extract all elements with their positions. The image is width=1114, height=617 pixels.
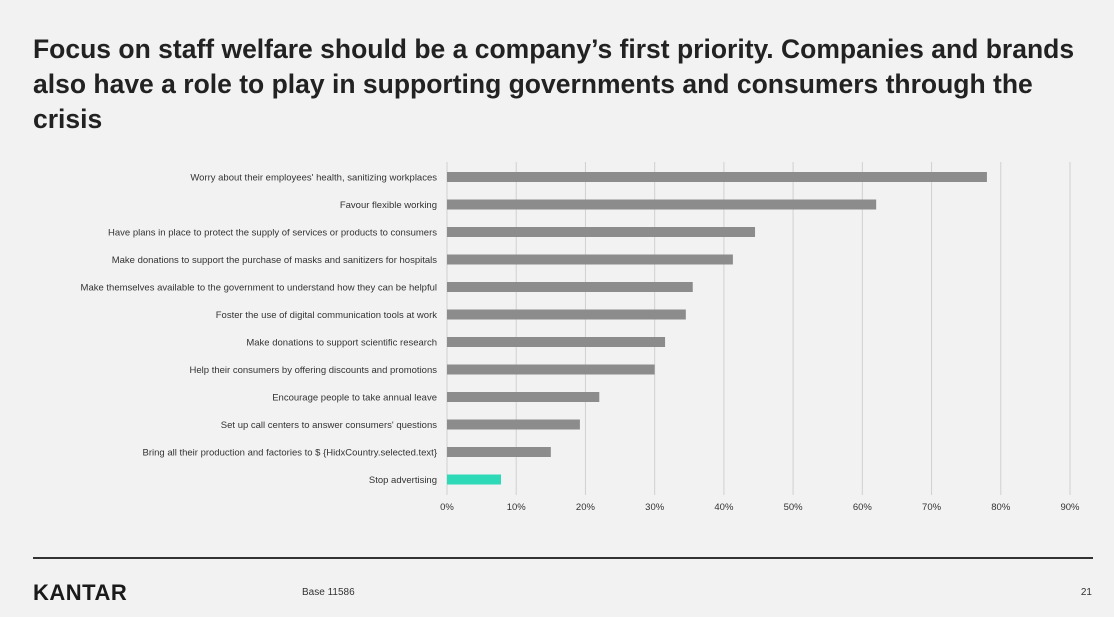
kantar-logo: KANTAR [33,580,128,605]
category-label-11: Bring all their production and factories… [143,448,438,459]
bar-5 [447,282,693,292]
category-label-7: Make donations to support scientific res… [246,338,437,349]
category-label-10: Set up call centers to answer consumers'… [221,420,437,431]
bar-7 [447,337,666,347]
x-tick-label-50: 50% [784,502,804,513]
bar-9 [447,392,600,402]
bar-1 [447,172,987,182]
bar-11 [447,447,551,457]
bar-chart: 0% 10% 20% 30% 40% 50% 60% 70% 80% 90% Worry about… [0,150,1114,530]
bar-3 [447,227,756,237]
bar-chart-svg: 0% 10% 20% 30% 40% 50% 60% 70% 80% 90% Worry about… [81,162,1080,513]
x-tick-label-10: 10% [507,502,527,513]
x-tick-label-40: 40% [714,502,734,513]
x-tick-label-0: 0% [440,502,454,513]
page-number: 21 [1080,587,1092,598]
bar-2 [447,199,877,210]
x-tick-label-90: 90% [1060,502,1080,513]
category-label-9: Encourage people to take annual leave [272,393,437,404]
category-label-4: Make donations to support the purchase o… [112,255,438,266]
footer-divider [33,557,1093,559]
bar-10 [447,419,580,430]
category-label-5: Make themselves available to the governm… [81,283,437,294]
category-label-3: Have plans in place to protect the suppl… [108,228,437,239]
x-tick-label-80: 80% [991,502,1011,513]
category-label-1: Worry about their employees' health, san… [190,173,437,184]
bar-8 [447,364,655,375]
x-tick-label-30: 30% [645,502,665,513]
x-tick-label-60: 60% [853,502,873,513]
x-tick-label-70: 70% [922,502,942,513]
x-tick-label-20: 20% [576,502,596,513]
slide-title: Focus on staff welfare should be a compa… [33,34,1075,134]
bar-12 [447,474,501,485]
bar-4 [447,254,733,265]
category-label-8: Help their consumers by offering discoun… [190,365,438,376]
category-label-6: Foster the use of digital communication … [216,310,437,321]
bar-6 [447,309,686,320]
base-note: Base 11586 [302,587,355,598]
category-label-12: Stop advertising [369,475,437,486]
category-label-2: Favour flexible working [340,200,437,211]
